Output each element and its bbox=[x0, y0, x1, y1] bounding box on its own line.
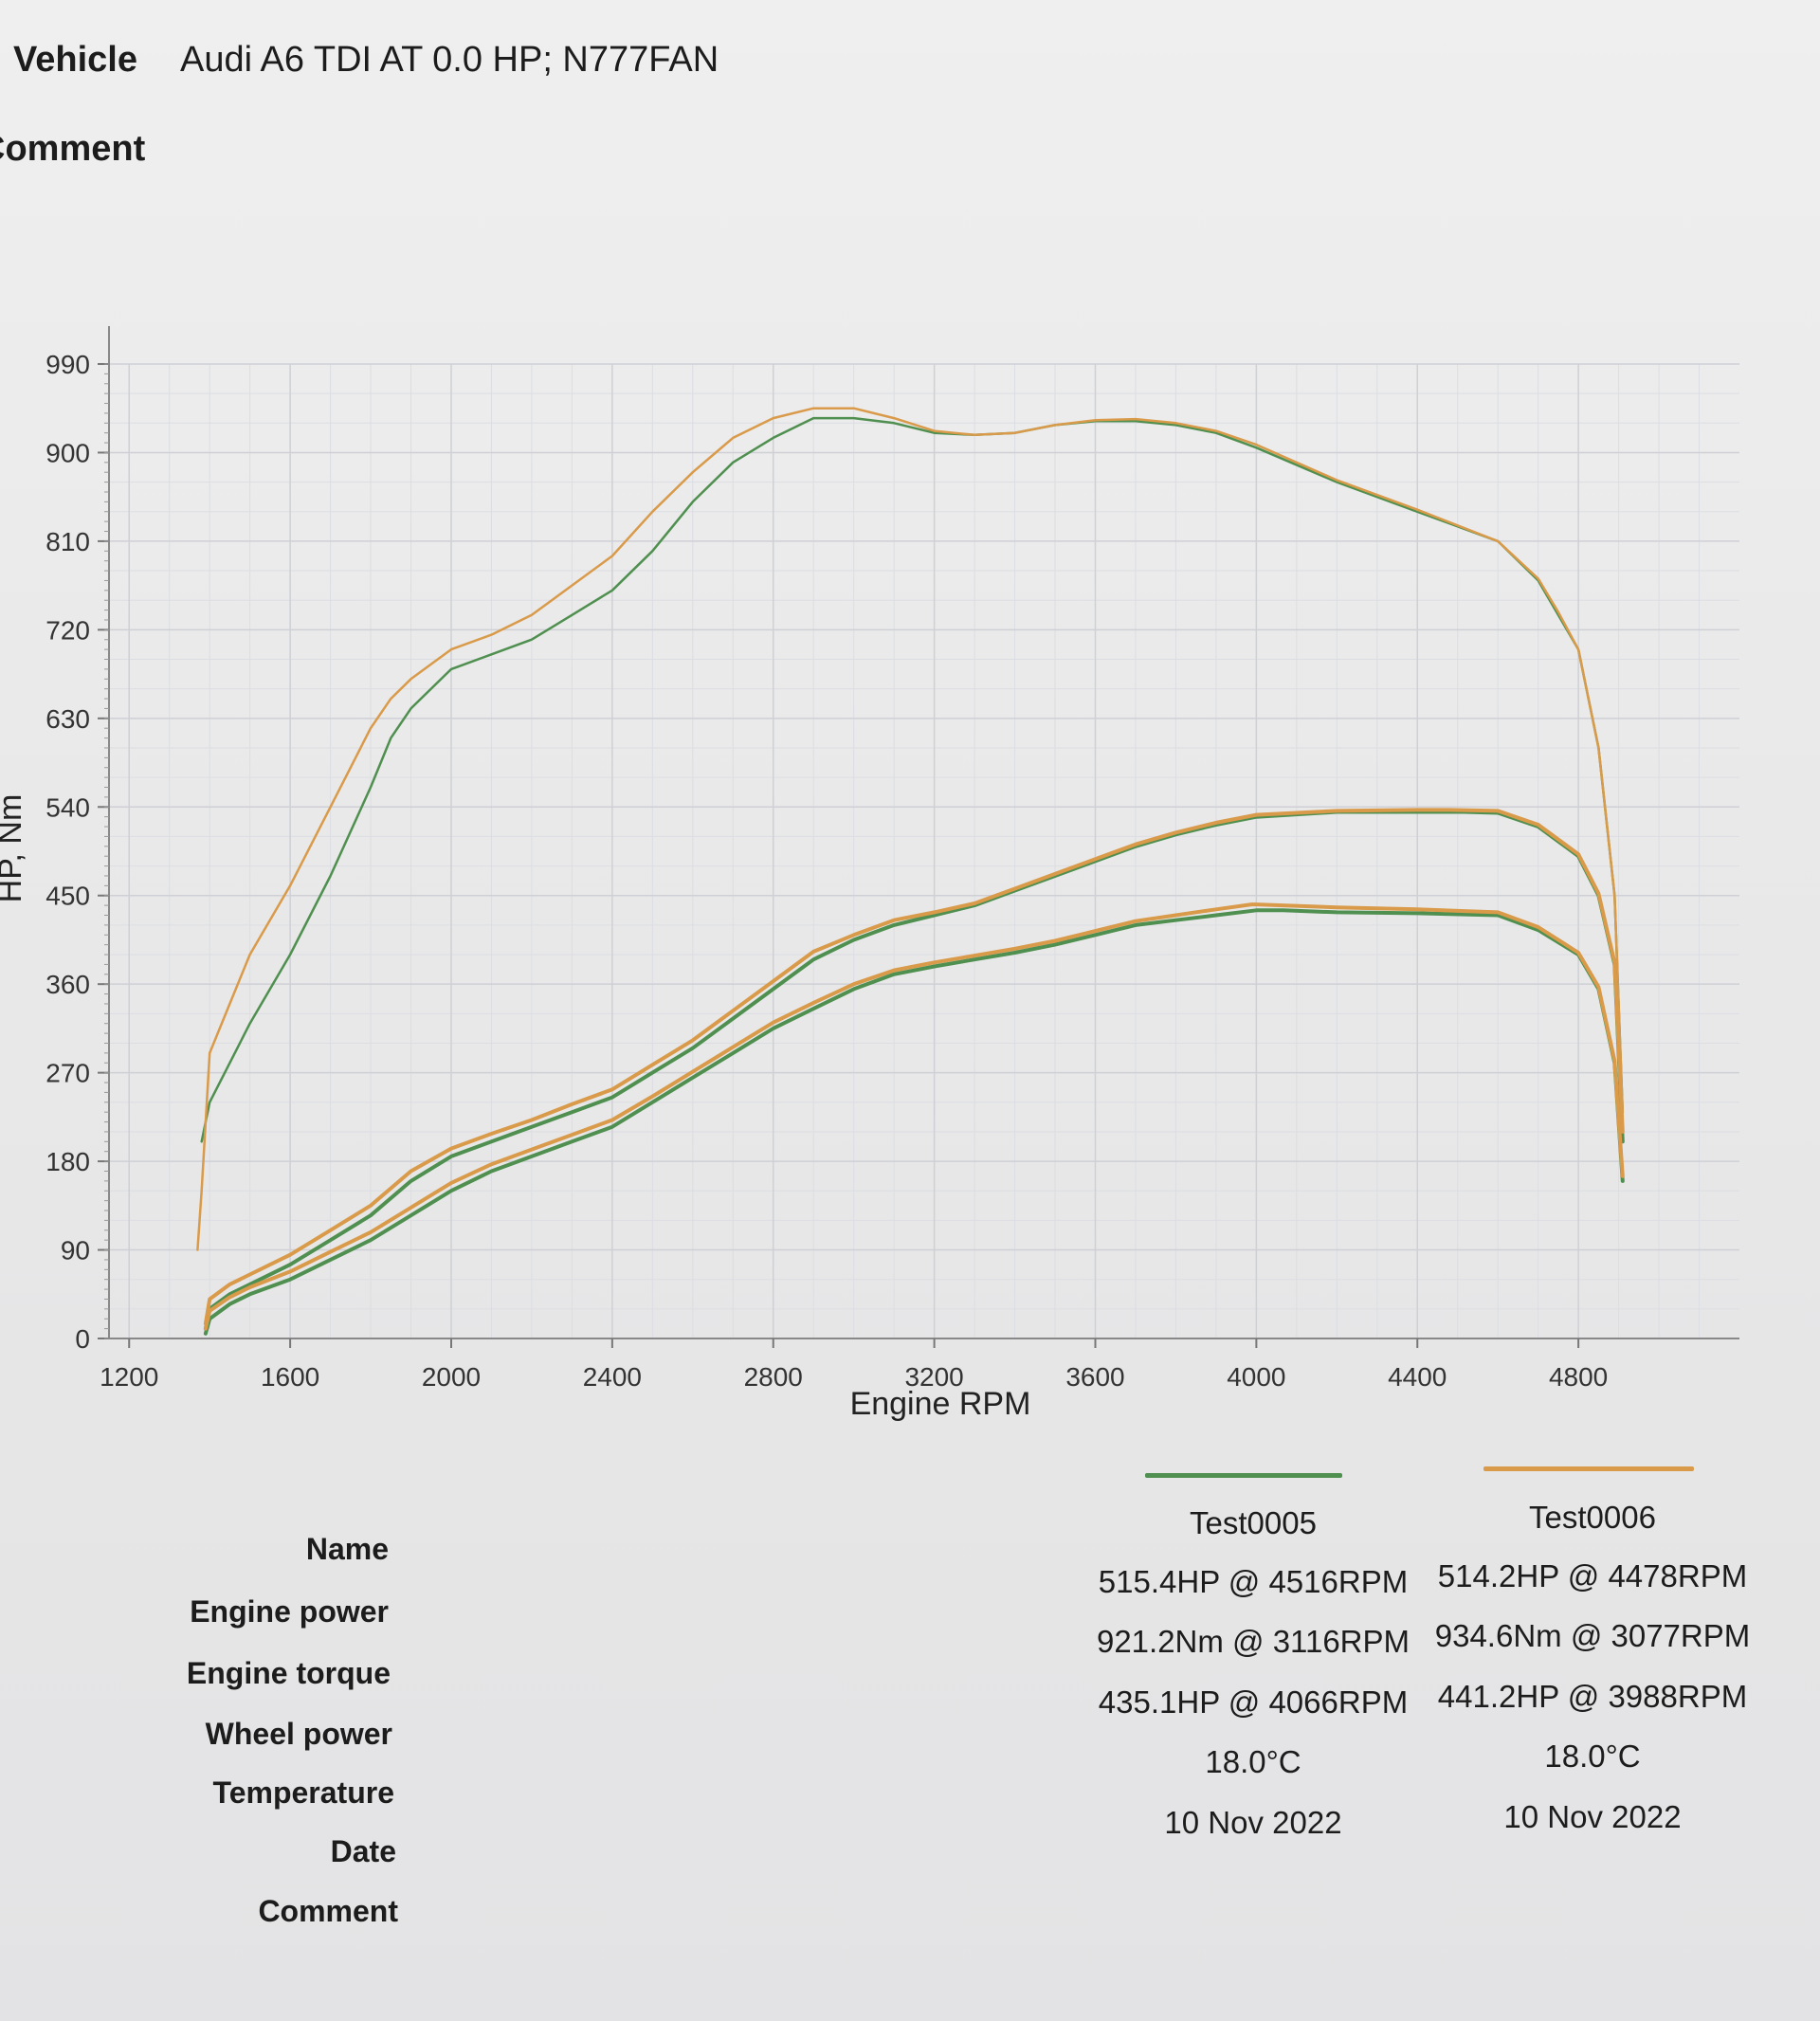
cell-test0005-name: Test0005 bbox=[1190, 1505, 1317, 1540]
vehicle-label: Vehicle bbox=[13, 40, 137, 80]
x-tick-label: 3200 bbox=[904, 1362, 963, 1392]
cell-test0005-engine-power: 515.4HP @ 4516RPM bbox=[1098, 1564, 1409, 1599]
x-tick-label: 4800 bbox=[1549, 1362, 1608, 1392]
x-tick-label: 2000 bbox=[422, 1362, 481, 1392]
x-tick-label: 4400 bbox=[1388, 1362, 1447, 1392]
legend-line-test0006 bbox=[1483, 1466, 1694, 1471]
x-tick-label: 1600 bbox=[261, 1362, 319, 1392]
cell-test0005-engine-torque: 921.2Nm @ 3116RPM bbox=[1096, 1624, 1410, 1659]
chart-series bbox=[196, 407, 1625, 1336]
cell-test0006-engine-torque: 934.6Nm @ 3077RPM bbox=[1434, 1618, 1751, 1653]
x-tick-label: 4000 bbox=[1227, 1362, 1285, 1392]
y-axis-title: HP, Nm bbox=[0, 794, 28, 903]
comment-label: Comment bbox=[0, 129, 146, 169]
cell-test0005-wheel-power: 435.1HP @ 4066RPM bbox=[1098, 1684, 1409, 1720]
cell-test0006-engine-power: 514.2HP @ 4478RPM bbox=[1437, 1558, 1748, 1593]
cell-test0005-date: 10 Nov 2022 bbox=[1164, 1805, 1342, 1840]
y-tick-label: 450 bbox=[46, 882, 90, 911]
x-axis-title: Engine RPM bbox=[850, 1386, 1031, 1422]
cell-test0006-name: Test0006 bbox=[1529, 1500, 1656, 1535]
row-label-temperature: Temperature bbox=[212, 1775, 394, 1810]
x-axis-ticks: 1200 1600 2000 2400 2800 3200 3600 4000 4400 4800 bbox=[100, 1362, 1608, 1392]
y-tick-label: 630 bbox=[46, 704, 90, 734]
cell-test0006-date: 10 Nov 2022 bbox=[1503, 1799, 1682, 1834]
dyno-chart: 0 90 180 270 360 450 540 630 720 810 900 990 1200 16… bbox=[0, 326, 1739, 1422]
row-label-name: Name bbox=[305, 1532, 389, 1566]
row-label-comment: Comment bbox=[258, 1894, 398, 1928]
cell-test0006-temperature: 18.0°C bbox=[1544, 1739, 1641, 1774]
series-test0006-wheel-power bbox=[203, 902, 1625, 1331]
legend-line-test0005 bbox=[1145, 1473, 1342, 1478]
cell-test0006-wheel-power: 441.2HP @ 3988RPM bbox=[1437, 1679, 1748, 1714]
y-tick-label: 900 bbox=[46, 438, 90, 467]
y-tick-label: 360 bbox=[46, 970, 90, 999]
row-label-date: Date bbox=[330, 1834, 396, 1868]
y-tick-label: 90 bbox=[61, 1236, 90, 1265]
y-axis-ticks: 0 90 180 270 360 450 540 630 720 810 900 990 bbox=[46, 350, 90, 1354]
y-tick-label: 990 bbox=[46, 350, 90, 379]
series-test0006-engine-torque bbox=[196, 407, 1625, 1251]
x-tick-label: 2800 bbox=[744, 1362, 803, 1392]
chart-axes bbox=[98, 326, 1739, 1348]
series-test0005-wheel-power bbox=[203, 908, 1625, 1336]
series-test0006-engine-power bbox=[203, 808, 1625, 1326]
y-tick-label: 270 bbox=[46, 1059, 90, 1088]
cell-test0005-temperature: 18.0°C bbox=[1205, 1744, 1301, 1779]
y-tick-label: 0 bbox=[75, 1324, 90, 1354]
x-tick-label: 1200 bbox=[100, 1362, 158, 1392]
row-label-engine-power: Engine power bbox=[190, 1594, 389, 1629]
y-tick-label: 720 bbox=[46, 615, 90, 645]
row-label-wheel-power: Wheel power bbox=[205, 1717, 392, 1751]
y-tick-label: 180 bbox=[46, 1147, 90, 1176]
series-test0005-engine-torque bbox=[200, 416, 1625, 1143]
chart-grid bbox=[109, 363, 1739, 1339]
y-tick-label: 810 bbox=[46, 527, 90, 556]
row-label-engine-torque: Engine torque bbox=[186, 1656, 391, 1690]
x-tick-label: 3600 bbox=[1065, 1362, 1124, 1392]
vehicle-value: Audi A6 TDI AT 0.0 HP; N777FAN bbox=[180, 40, 719, 80]
x-tick-label: 2400 bbox=[583, 1362, 642, 1392]
series-test0005-engine-power bbox=[203, 810, 1625, 1331]
y-tick-label: 540 bbox=[46, 792, 90, 822]
